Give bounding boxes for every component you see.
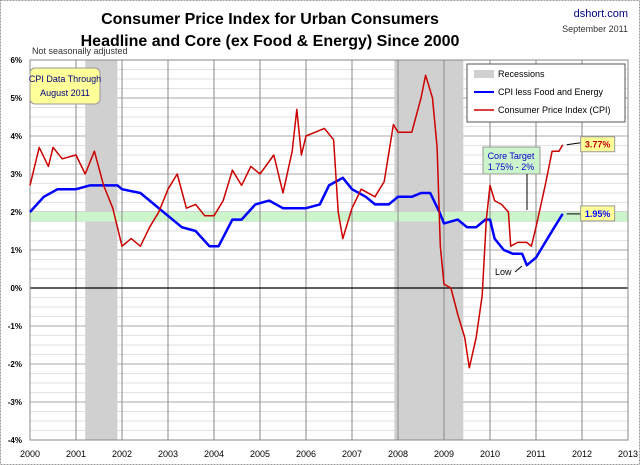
chart-title: Consumer Price Index for Urban Consumers	[101, 11, 439, 28]
chart-subtitle: Headline and Core (ex Food & Energy) Sin…	[81, 33, 460, 50]
legend-entry: Consumer Price Index (CPI)	[498, 105, 611, 115]
plot-frame	[29, 59, 629, 441]
y-tick-label: -2%	[8, 360, 22, 369]
end-label-box	[580, 205, 616, 222]
y-tick-label: 0%	[10, 284, 22, 293]
note-label: Not seasonally adjusted	[32, 46, 128, 56]
date-label: September 2011	[562, 24, 628, 34]
recession-band	[85, 60, 118, 440]
recession-band	[394, 60, 464, 440]
core-target-band	[30, 212, 628, 222]
x-tick-label: 2007	[342, 449, 362, 459]
y-tick-label: 1%	[10, 246, 22, 255]
core-target-box	[482, 146, 541, 175]
end-value-label: 1.95%	[585, 209, 611, 219]
x-tick-label: 2008	[388, 449, 408, 459]
x-tick-label: 2004	[204, 449, 224, 459]
callout-box	[29, 67, 101, 105]
y-tick-label: 6%	[10, 56, 22, 65]
legend: Recessions CPI less Food and Energy Consum…	[466, 63, 626, 123]
x-tick-label: 2013	[618, 449, 638, 459]
legend-entry: CPI less Food and Energy	[498, 87, 604, 97]
source-label: dshort.com	[574, 8, 628, 20]
y-tick-label: -3%	[8, 398, 22, 407]
end-label-box	[580, 136, 616, 153]
x-tick-label: 2011	[526, 449, 545, 459]
core-target-text: Core Target	[488, 151, 535, 161]
legend-entry: Recessions	[498, 69, 545, 79]
end-value-label: 3.77%	[585, 140, 611, 150]
x-tick-label: 2001	[66, 449, 86, 459]
y-tick-label: 3%	[10, 170, 22, 179]
low-label: Low	[495, 267, 512, 277]
callout-text: CPI Data Through	[29, 74, 101, 84]
x-tick-label: 2003	[158, 449, 178, 459]
x-tick-label: 2000	[20, 449, 40, 459]
cpi-line	[29, 74, 564, 369]
x-tick-label: 2009	[434, 449, 454, 459]
x-tick-label: 2005	[250, 449, 270, 459]
legend-swatch	[474, 70, 494, 78]
x-tick-label: 2006	[296, 449, 316, 459]
y-tick-label: -1%	[8, 322, 22, 331]
y-tick-label: 2%	[10, 208, 22, 217]
core-cpi-line	[29, 176, 564, 267]
y-tick-label: -4%	[8, 436, 22, 445]
arrow	[566, 142, 581, 146]
arrow	[514, 265, 523, 273]
y-tick-label: 5%	[10, 94, 22, 103]
core-target-text: 1.75% - 2%	[488, 162, 535, 172]
x-tick-label: 2002	[112, 449, 132, 459]
callout-text: August 2011	[40, 88, 90, 98]
x-tick-label: 2012	[572, 449, 592, 459]
x-tick-label: 2010	[480, 449, 500, 459]
y-tick-label: 4%	[10, 132, 22, 141]
